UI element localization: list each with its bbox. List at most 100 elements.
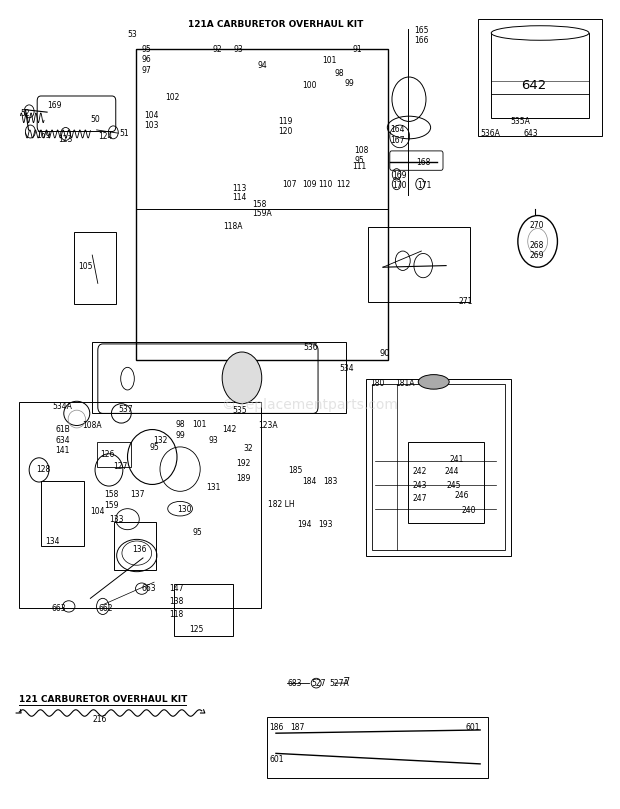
- Text: 99: 99: [175, 430, 185, 439]
- Text: 159: 159: [105, 501, 119, 510]
- Text: 158: 158: [105, 490, 119, 499]
- Text: 683: 683: [288, 679, 302, 688]
- Text: 158: 158: [252, 200, 266, 209]
- Text: 52: 52: [20, 109, 30, 118]
- Text: 105: 105: [78, 262, 92, 271]
- Text: 61B: 61B: [55, 425, 70, 434]
- Bar: [136, 49, 388, 209]
- Text: 98: 98: [175, 420, 185, 430]
- Text: 167: 167: [391, 136, 405, 145]
- Text: 187: 187: [290, 723, 304, 732]
- Text: 104: 104: [91, 507, 105, 516]
- Bar: [74, 232, 116, 303]
- Text: 642: 642: [521, 79, 547, 92]
- Text: 109: 109: [302, 180, 316, 188]
- Bar: [368, 227, 469, 302]
- Text: 91: 91: [352, 44, 361, 53]
- Text: 51: 51: [120, 129, 129, 138]
- Bar: [114, 522, 156, 570]
- Text: 130: 130: [177, 505, 192, 514]
- Text: 95: 95: [150, 443, 159, 451]
- Text: 124: 124: [99, 132, 113, 141]
- Bar: [174, 584, 232, 637]
- Text: 634: 634: [55, 435, 70, 444]
- Text: 121 CARBURETOR OVERHAUL KIT: 121 CARBURETOR OVERHAUL KIT: [19, 695, 188, 704]
- Text: 169: 169: [47, 101, 61, 110]
- Bar: [408, 443, 484, 523]
- Text: 127: 127: [113, 462, 128, 471]
- Text: 270: 270: [529, 221, 544, 230]
- Text: 119: 119: [278, 117, 292, 126]
- Text: 133: 133: [109, 515, 123, 524]
- Text: 95: 95: [142, 44, 151, 53]
- Text: 216: 216: [92, 715, 107, 724]
- Text: 132: 132: [154, 435, 168, 444]
- Text: 103: 103: [144, 121, 159, 130]
- Text: 662: 662: [99, 604, 113, 612]
- Bar: [366, 379, 511, 556]
- Text: 181A: 181A: [396, 379, 415, 388]
- Text: 269: 269: [529, 252, 544, 260]
- Text: 100: 100: [302, 81, 316, 90]
- Text: 123A: 123A: [259, 421, 278, 430]
- Text: 92: 92: [212, 44, 222, 53]
- Circle shape: [222, 352, 262, 404]
- Text: 170: 170: [392, 181, 407, 190]
- Text: 95: 95: [355, 156, 365, 165]
- Bar: [478, 19, 602, 137]
- Text: 182 LH: 182 LH: [268, 500, 294, 509]
- Text: 164: 164: [391, 125, 405, 134]
- Text: 185: 185: [288, 466, 303, 475]
- Text: 159A: 159A: [252, 210, 272, 218]
- Text: 108: 108: [355, 146, 369, 155]
- Text: 241: 241: [450, 455, 464, 464]
- Text: 240: 240: [461, 506, 476, 515]
- Text: 99: 99: [345, 78, 355, 87]
- Bar: [92, 341, 346, 413]
- Text: 93: 93: [233, 44, 243, 53]
- Text: 246: 246: [454, 491, 469, 500]
- Text: 147: 147: [169, 584, 184, 593]
- Text: 171: 171: [417, 181, 432, 190]
- Text: 121A CARBURETOR OVERHAUL KIT: 121A CARBURETOR OVERHAUL KIT: [187, 20, 363, 29]
- Bar: [267, 717, 488, 777]
- Text: 243: 243: [412, 481, 427, 489]
- Text: 126: 126: [100, 450, 115, 459]
- Text: 271: 271: [458, 297, 473, 306]
- Text: 663: 663: [142, 584, 156, 593]
- Text: 107: 107: [282, 180, 296, 188]
- Text: 32: 32: [243, 443, 253, 452]
- Text: 186: 186: [269, 723, 283, 732]
- Bar: [491, 33, 589, 118]
- Text: 118A: 118A: [223, 222, 243, 231]
- Text: 180: 180: [371, 379, 385, 388]
- Text: 125: 125: [188, 625, 203, 633]
- Text: 527: 527: [311, 679, 326, 688]
- Text: 244: 244: [445, 467, 459, 476]
- Bar: [97, 443, 131, 467]
- Text: 142: 142: [222, 425, 237, 434]
- Bar: [136, 49, 388, 360]
- Text: 535A: 535A: [510, 117, 530, 126]
- Text: 96: 96: [142, 55, 151, 64]
- Text: 601: 601: [466, 723, 480, 732]
- Text: 104: 104: [144, 111, 159, 120]
- Text: 50: 50: [91, 115, 100, 124]
- Text: 123: 123: [58, 135, 73, 144]
- Text: 102: 102: [166, 93, 180, 102]
- Text: 98: 98: [334, 69, 343, 78]
- Text: 101: 101: [192, 420, 207, 430]
- Text: 169: 169: [392, 171, 407, 180]
- Text: 90: 90: [380, 349, 391, 358]
- Text: 189: 189: [236, 474, 250, 483]
- Text: 137: 137: [131, 490, 145, 499]
- Text: 601: 601: [269, 756, 284, 765]
- Text: 134: 134: [45, 537, 60, 546]
- Text: 193: 193: [319, 520, 333, 529]
- Text: 166: 166: [414, 36, 428, 44]
- Text: 93: 93: [208, 436, 218, 445]
- Text: 242: 242: [412, 467, 427, 476]
- Text: 97: 97: [142, 66, 151, 74]
- Text: 534: 534: [340, 365, 354, 374]
- Text: 643: 643: [523, 129, 538, 138]
